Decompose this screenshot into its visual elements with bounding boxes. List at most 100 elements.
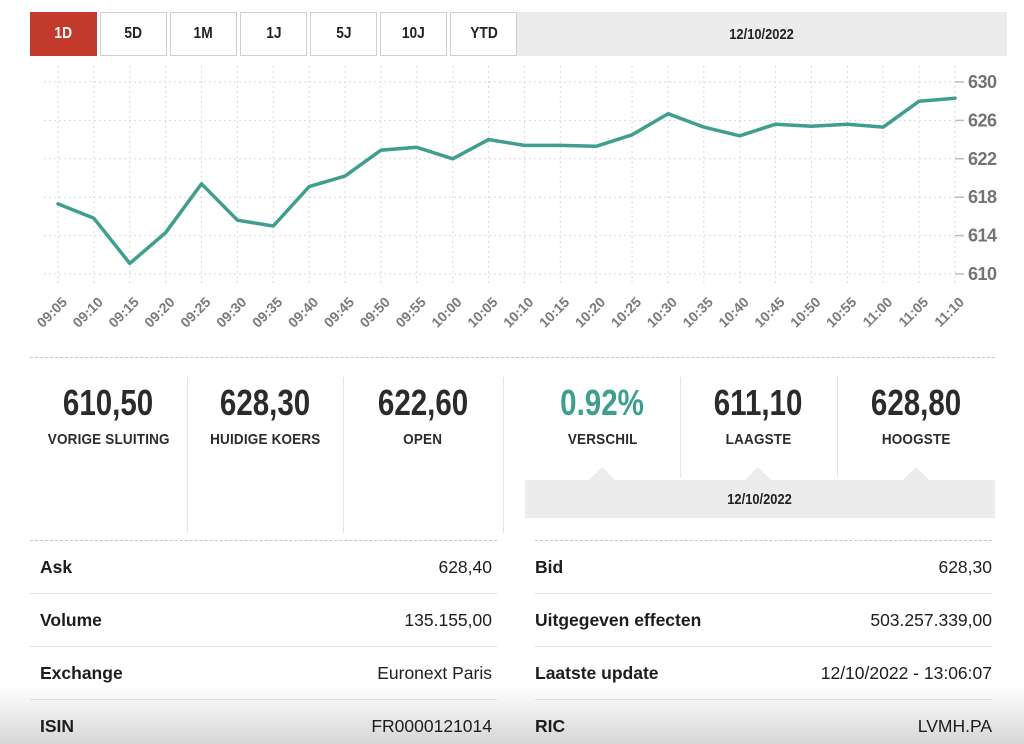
range-button-label: 5J: [335, 25, 352, 42]
detail-value: 12/10/2022 - 13:06:07: [820, 662, 992, 683]
y-axis-tick-label: 614: [968, 226, 997, 246]
stats-row: 610,50 VORIGE SLUITING 628,30 HUIDIGE KOERS…: [0, 377, 1024, 535]
x-axis-tick-label: 10:30: [643, 294, 680, 331]
band-notch-icon: [588, 467, 616, 481]
price-line-series: [56, 96, 957, 266]
price-chart[interactable]: 09:05 09:10 09:15 09:20 09:25 09:30 09:35 09:40…: [0, 0, 1024, 352]
band-notch-icon: [744, 467, 772, 481]
y-axis-tick-label: 610: [968, 264, 997, 284]
detail-row-isin: ISIN FR0000121014: [30, 700, 497, 744]
stats-date-label: 12/10/2022: [727, 490, 793, 508]
y-axis-tick-label: 622: [968, 149, 997, 169]
range-button-5j[interactable]: 5J: [310, 12, 377, 56]
range-button-label: 1M: [193, 25, 214, 42]
x-axis-tick-label: 09:25: [177, 294, 214, 331]
detail-value: FR0000121014: [371, 715, 492, 736]
details-table-right: Bid 628,30 Uitgegeven effecten 503.257.339,…: [535, 540, 992, 744]
stats-divider: [837, 377, 838, 478]
x-axis-tick-label: 10:20: [572, 294, 609, 331]
range-button-5d[interactable]: 5D: [100, 12, 167, 56]
range-button-1j[interactable]: 1J: [240, 12, 307, 56]
detail-row-uitgegeven-effecten: Uitgegeven effecten 503.257.339,00: [535, 594, 992, 647]
page-bottom-fade: [0, 686, 1024, 744]
x-axis-tick-label: 10:00: [428, 294, 465, 331]
x-axis-tick-label: 09:55: [392, 294, 429, 331]
stat-label: LAAGSTE: [725, 431, 792, 448]
chart-date-bar: 12/10/2022: [517, 12, 1007, 56]
stat-hoogste: 628,80 HOOGSTE: [837, 383, 995, 449]
x-axis-tick-label: 10:55: [823, 294, 860, 331]
band-notch-icon: [902, 467, 930, 481]
stats-date-band: 12/10/2022: [525, 480, 995, 518]
stat-value: 610,50: [63, 382, 154, 423]
range-button-ytd[interactable]: YTD: [450, 12, 517, 56]
detail-value: LVMH.PA: [917, 715, 992, 736]
detail-value: 628,40: [438, 556, 492, 577]
detail-label: Uitgegeven effecten: [535, 609, 702, 630]
stat-label: HOOGSTE: [881, 431, 951, 448]
range-button-label: YTD: [469, 25, 498, 42]
detail-row-laatste-update: Laatste update 12/10/2022 - 13:06:07: [535, 647, 992, 700]
detail-label: Laatste update: [535, 662, 659, 683]
stat-label: VERSCHIL: [567, 431, 638, 448]
detail-label: RIC: [535, 715, 566, 736]
x-axis-tick-label: 10:45: [751, 294, 788, 331]
stat-value: 622,60: [377, 382, 469, 423]
x-axis-tick-label: 09:15: [105, 294, 142, 331]
detail-row-exchange: Exchange Euronext Paris: [30, 647, 497, 700]
stats-divider: [503, 377, 504, 533]
x-axis-tick-label: 10:15: [536, 294, 573, 331]
x-axis-tick-label: 10:35: [679, 294, 716, 331]
x-axis-tick-label: 10:10: [500, 294, 537, 331]
y-axis-tick-label: 630: [968, 72, 997, 92]
stat-value: 628,30: [219, 382, 311, 423]
x-axis-tick-label: 09:50: [356, 294, 393, 331]
detail-value: 135.155,00: [404, 609, 492, 630]
stat-open: 622,60 OPEN: [343, 382, 503, 449]
x-axis-tick-label: 11:10: [931, 294, 967, 330]
stat-label: HUIDIGE KOERS: [209, 431, 321, 448]
detail-value: 503.257.339,00: [870, 609, 992, 630]
stat-vorige-sluiting: 610,50 VORIGE SLUITING: [30, 382, 187, 449]
stats-divider: [187, 377, 188, 533]
stats-divider: [343, 377, 344, 533]
x-axis-tick-label: 11:00: [859, 294, 895, 330]
stat-value: 611,10: [714, 382, 803, 423]
y-axis-tick-label: 626: [968, 110, 997, 130]
x-axis-tick-label: 09:20: [141, 294, 178, 331]
range-button-label: 1J: [265, 25, 282, 42]
detail-label: Exchange: [40, 662, 123, 683]
range-button-1m[interactable]: 1M: [170, 12, 237, 56]
detail-value: 628,30: [938, 556, 992, 577]
range-button-10j[interactable]: 10J: [380, 12, 447, 56]
x-axis-tick-label: 09:30: [213, 294, 250, 331]
detail-row-bid: Bid 628,30: [535, 541, 992, 594]
x-axis-tick-label: 10:05: [464, 294, 501, 331]
stat-value: 0.92%: [560, 382, 645, 423]
x-axis-tick-label: 09:10: [69, 294, 106, 331]
x-axis-tick-label: 10:40: [715, 294, 752, 331]
range-button-label: 10J: [402, 25, 425, 42]
range-button-1d[interactable]: 1D: [30, 12, 97, 56]
x-axis-tick-label: 09:45: [321, 294, 358, 331]
x-axis-tick-label: 10:25: [608, 294, 645, 331]
x-axis-tick-label: 10:50: [787, 294, 824, 331]
stat-label: OPEN: [403, 431, 443, 448]
detail-label: Volume: [40, 609, 102, 630]
range-button-label: 5D: [124, 25, 143, 42]
stat-huidige-koers: 628,30 HUIDIGE KOERS: [187, 382, 343, 449]
details-table-left: Ask 628,40 Volume 135.155,00 Exchange Euronex…: [30, 540, 497, 744]
detail-value: Euronext Paris: [377, 662, 492, 683]
x-axis-tick-label: 09:35: [249, 294, 286, 331]
section-divider: [30, 357, 995, 358]
stat-verschil: 0.92% VERSCHIL: [525, 382, 680, 449]
y-axis-tick-label: 618: [968, 187, 997, 207]
stat-laagste: 611,10 LAAGSTE: [680, 382, 837, 449]
detail-label: Bid: [535, 556, 564, 577]
detail-row-ask: Ask 628,40: [30, 541, 497, 594]
detail-row-volume: Volume 135.155,00: [30, 594, 497, 647]
chart-date-label: 12/10/2022: [729, 25, 795, 43]
x-axis-tick-label: 11:05: [895, 294, 931, 330]
range-button-label: 1D: [54, 25, 73, 42]
